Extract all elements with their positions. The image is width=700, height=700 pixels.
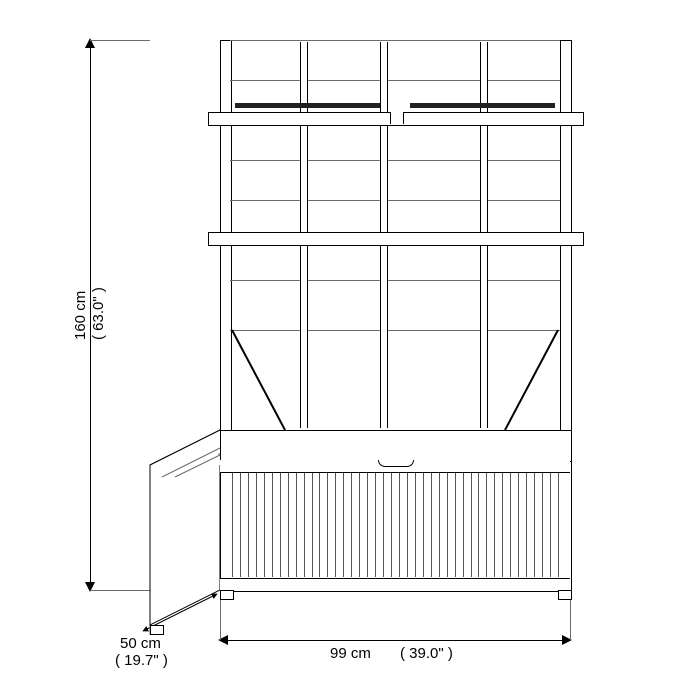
box-slat bbox=[264, 473, 265, 577]
box-slat bbox=[288, 473, 289, 577]
dim-width-ext-right bbox=[570, 600, 571, 640]
dim-width-line bbox=[220, 640, 570, 641]
box-slat bbox=[391, 473, 392, 577]
box-slat bbox=[558, 473, 559, 577]
box-slat bbox=[463, 473, 464, 577]
dim-height-ext-top bbox=[90, 40, 150, 41]
box-slat bbox=[240, 473, 241, 577]
box-slat bbox=[312, 473, 313, 577]
box-slat bbox=[272, 473, 273, 577]
box-slat bbox=[423, 473, 424, 577]
box-slat bbox=[526, 473, 527, 577]
box-slat bbox=[367, 473, 368, 577]
dim-height-in: ( 63.0" ) bbox=[90, 287, 107, 340]
trellis-row bbox=[230, 280, 560, 281]
dim-depth-cm: 50 cm bbox=[120, 635, 161, 652]
box-slat bbox=[455, 473, 456, 577]
box-slat bbox=[478, 473, 479, 577]
dim-depth-in: ( 19.7" ) bbox=[115, 652, 168, 669]
furniture-diagram: { "type": "dimensioned-line-drawing", "o… bbox=[0, 0, 700, 700]
foot-fr bbox=[558, 590, 572, 600]
box-slat bbox=[550, 473, 551, 577]
foot-bl bbox=[150, 625, 164, 635]
shelf-lower bbox=[208, 232, 584, 246]
box-slat bbox=[439, 473, 440, 577]
box-slat bbox=[407, 473, 408, 577]
box-slat bbox=[415, 473, 416, 577]
box-slat bbox=[510, 473, 511, 577]
trellis-row bbox=[230, 160, 560, 161]
dim-height-cm: 160 cm bbox=[72, 291, 89, 340]
box-slat bbox=[399, 473, 400, 577]
shelf-upper-dark-r bbox=[410, 103, 555, 108]
shelf-upper-gap bbox=[390, 112, 404, 124]
box-slat bbox=[359, 473, 360, 577]
box-slat bbox=[296, 473, 297, 577]
box-handle bbox=[378, 460, 414, 467]
box-slat bbox=[343, 473, 344, 577]
box-slat bbox=[534, 473, 535, 577]
foot-fl bbox=[220, 590, 234, 600]
box-slat bbox=[280, 473, 281, 577]
box-slat bbox=[471, 473, 472, 577]
trellis-row bbox=[230, 80, 560, 81]
box-slat bbox=[304, 473, 305, 577]
box-slat bbox=[351, 473, 352, 577]
dim-width-in: ( 39.0" ) bbox=[400, 645, 453, 662]
box-slat bbox=[542, 473, 543, 577]
box-slat bbox=[335, 473, 336, 577]
box-lid-front bbox=[220, 430, 572, 462]
box-slat bbox=[256, 473, 257, 577]
dim-width-ext-left bbox=[220, 600, 221, 640]
box-rail-bottom bbox=[220, 578, 570, 591]
box-slat bbox=[383, 473, 384, 577]
box-slat bbox=[494, 473, 495, 577]
box-slat bbox=[232, 473, 233, 577]
box-slat bbox=[375, 473, 376, 577]
box-slat bbox=[518, 473, 519, 577]
box-slat bbox=[327, 473, 328, 577]
trellis-row bbox=[230, 330, 560, 331]
dim-width-cm: 99 cm bbox=[330, 645, 371, 662]
shelf-upper-dark-l bbox=[235, 103, 380, 108]
dim-height-ext-bottom bbox=[90, 590, 150, 591]
box-slat bbox=[319, 473, 320, 577]
box-slat bbox=[248, 473, 249, 577]
trellis-row bbox=[230, 200, 560, 201]
box-slat bbox=[447, 473, 448, 577]
box-slat bbox=[502, 473, 503, 577]
box-slat bbox=[431, 473, 432, 577]
trellis-row bbox=[230, 40, 560, 41]
box-slat bbox=[486, 473, 487, 577]
